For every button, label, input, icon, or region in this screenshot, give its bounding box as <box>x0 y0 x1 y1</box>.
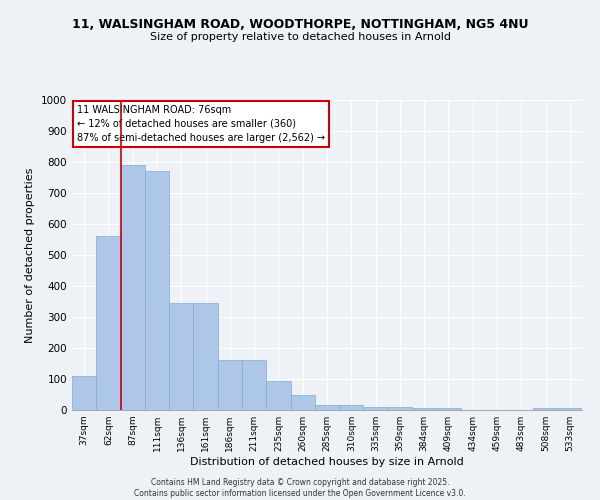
Bar <box>315 406 339 410</box>
Bar <box>412 408 436 410</box>
Text: 11 WALSINGHAM ROAD: 76sqm
← 12% of detached houses are smaller (360)
87% of semi: 11 WALSINGHAM ROAD: 76sqm ← 12% of detac… <box>77 104 325 142</box>
Bar <box>364 407 388 410</box>
Bar <box>96 236 121 410</box>
Bar <box>290 394 315 410</box>
Bar <box>193 303 218 410</box>
Bar <box>145 172 169 410</box>
Bar <box>169 303 193 410</box>
Text: Contains HM Land Registry data © Crown copyright and database right 2025.
Contai: Contains HM Land Registry data © Crown c… <box>134 478 466 498</box>
Y-axis label: Number of detached properties: Number of detached properties <box>25 168 35 342</box>
Bar <box>558 408 582 410</box>
Text: Size of property relative to detached houses in Arnold: Size of property relative to detached ho… <box>149 32 451 42</box>
Bar <box>533 408 558 410</box>
Bar <box>388 407 412 410</box>
Bar <box>266 380 290 410</box>
Bar <box>436 408 461 410</box>
Bar <box>242 360 266 410</box>
Text: 11, WALSINGHAM ROAD, WOODTHORPE, NOTTINGHAM, NG5 4NU: 11, WALSINGHAM ROAD, WOODTHORPE, NOTTING… <box>72 18 528 30</box>
Bar <box>339 406 364 410</box>
X-axis label: Distribution of detached houses by size in Arnold: Distribution of detached houses by size … <box>190 457 464 467</box>
Bar <box>218 360 242 410</box>
Bar <box>121 165 145 410</box>
Bar <box>72 376 96 410</box>
